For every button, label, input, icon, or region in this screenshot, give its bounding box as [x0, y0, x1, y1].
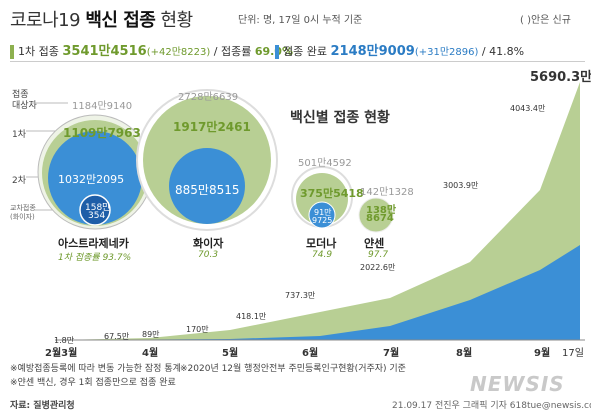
- footnote-2: ※2020년 12월 행정안전부 주민등록인구현황(거주자) 기준: [180, 364, 406, 374]
- az-first: 1109만7963: [63, 126, 141, 140]
- footnote-3: ※얀센 백신, 경우 1회 접종만으로 접종 완료: [10, 378, 176, 388]
- green-marker-icon: [10, 45, 14, 59]
- complete-stat: 접종 완료 2148만9009(+31만2896) / 41.8%: [275, 40, 524, 59]
- row-label-first: 1차: [12, 130, 27, 140]
- annotation-label: 418.1만: [236, 312, 267, 321]
- janssen-target: 142만1328: [360, 187, 414, 198]
- az-rate: 1차 접종률 93.7%: [58, 253, 132, 263]
- annotation-label: 2022.6만: [360, 263, 396, 272]
- az-second: 1032만2095: [58, 173, 125, 186]
- x-tick-label: 6월: [302, 348, 319, 359]
- x-tick-label: 2월3월: [45, 348, 78, 359]
- pfizer-target: 2728만6639: [178, 92, 239, 103]
- janssen-first-a: 138만: [366, 205, 397, 216]
- annotation-label: 67.5만: [104, 332, 130, 341]
- x-tick-label: 7월: [383, 348, 400, 359]
- janssen-first-b: 8674: [366, 213, 394, 224]
- annotation-label: 5690.3만: [530, 70, 591, 85]
- x-tick-label: 9월: [534, 348, 551, 359]
- az-second-circle: [48, 131, 142, 225]
- new-legend: ( )안은 신규: [520, 15, 571, 26]
- pfizer-first: 1917만2461: [173, 120, 251, 134]
- pfizer-rate: 70.3: [198, 250, 219, 260]
- annotation-label: 170만: [186, 325, 209, 334]
- page-title: 코로나19 백신 접종 현황: [10, 10, 193, 31]
- x-tick-label: 17일: [562, 348, 584, 359]
- row-label-target: 접종 대상자: [12, 90, 37, 111]
- source: 자료: 질병관리청: [10, 401, 75, 411]
- credit: 21.09.17 전진우 그래픽 기자 618tue@newsis.com: [392, 401, 591, 411]
- moderna-target: 501만4592: [298, 158, 352, 169]
- pfizer-second-circle: [169, 148, 245, 224]
- row-label-cross: 교차접종 (화이자): [10, 204, 36, 221]
- pfizer-name: 화이자: [193, 237, 224, 250]
- moderna-second-b: 9725: [312, 216, 333, 225]
- complete-area: [60, 245, 580, 340]
- pfizer-second: 885만8515: [175, 183, 240, 197]
- janssen-name: 얀센: [364, 237, 385, 250]
- newsis-logo: NEWSIS: [470, 372, 565, 396]
- x-tick-label: 5월: [222, 348, 239, 359]
- blue-marker-icon: [275, 45, 279, 59]
- moderna-second-circle: [308, 201, 336, 229]
- janssen-circle: [358, 197, 394, 233]
- az-target: 1184만9140: [72, 101, 133, 112]
- moderna-first: 375만5418: [300, 187, 364, 200]
- unit-note: 단위: 명, 17일 0시 누적 기준: [238, 15, 363, 26]
- janssen-rate: 97.7: [368, 250, 389, 260]
- moderna-name: 모더나: [306, 237, 337, 250]
- az-name: 아스트라제네카: [58, 237, 129, 250]
- row-label-second: 2차: [12, 176, 27, 186]
- az-cross-b: 354: [88, 211, 106, 221]
- first-dose-area: [60, 82, 580, 340]
- annotation-label: 1.8만: [54, 336, 75, 345]
- moderna-second-a: 91만: [314, 208, 332, 217]
- divider: [10, 61, 585, 62]
- moderna-rate: 74.9: [312, 250, 333, 260]
- first-dose-stat: 1차 접종 3541만4516(+42만8223) / 접종률 69.0%: [10, 40, 293, 59]
- annotation-label: 737.3만: [285, 291, 316, 300]
- footnote-1: ※예방접종등록에 따라 변동 가능한 잠정 통계: [10, 364, 181, 374]
- x-tick-label: 4월: [142, 348, 159, 359]
- annotation-label: 89만: [142, 330, 160, 339]
- x-tick-label: 8월: [456, 348, 473, 359]
- annotation-label: 3003.9만: [443, 181, 479, 190]
- az-cross-circle: [79, 194, 111, 226]
- az-cross-a: 158만: [85, 203, 111, 213]
- annotation-label: 4043.4만: [510, 104, 546, 113]
- bubble-title: 백신별 접종 현황: [290, 110, 390, 126]
